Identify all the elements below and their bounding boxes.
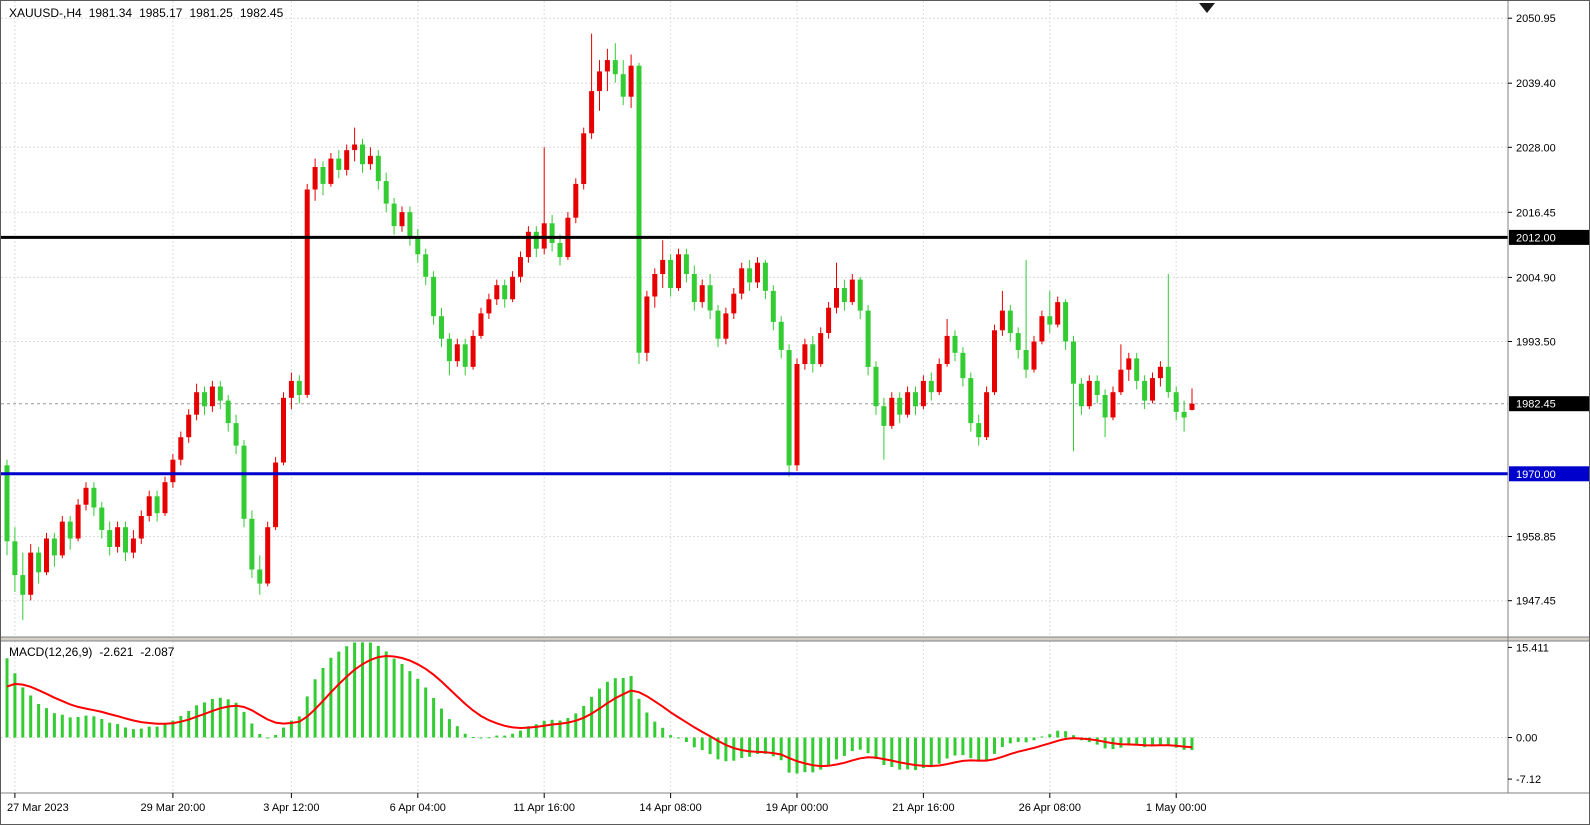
svg-text:2016.45: 2016.45: [1516, 207, 1556, 219]
open-value: 1981.34: [88, 6, 133, 20]
macd-indicator-label: MACD(12,26,9) -2.621 -2.087: [9, 645, 181, 659]
svg-text:1993.50: 1993.50: [1516, 337, 1556, 349]
svg-text:6 Apr 04:00: 6 Apr 04:00: [390, 802, 446, 814]
close-value: 1982.45: [239, 6, 284, 20]
svg-text:-7.12: -7.12: [1516, 774, 1541, 786]
grid-layer: [1, 1, 1508, 793]
svg-text:19 Apr 00:00: 19 Apr 00:00: [766, 802, 828, 814]
svg-text:0.00: 0.00: [1516, 733, 1537, 745]
svg-text:1947.45: 1947.45: [1516, 596, 1556, 608]
high-value: 1985.17: [139, 6, 183, 20]
pane-borders: [1, 1, 1589, 794]
symbol-timeframe-label: XAUUSD-,H4: [9, 6, 82, 20]
price-badges: 2012.00 1970.00 1982.45: [1509, 229, 1589, 482]
svg-text:2039.40: 2039.40: [1516, 78, 1556, 90]
candles-layer: [4, 33, 1195, 621]
svg-text:1970.00: 1970.00: [1516, 469, 1556, 481]
chart-ohlc-header: XAUUSD-,H4 1981.34 1985.17 1981.25 1982.45: [9, 6, 290, 20]
svg-text:21 Apr 16:00: 21 Apr 16:00: [892, 802, 954, 814]
svg-text:26 Apr 08:00: 26 Apr 08:00: [1019, 802, 1081, 814]
price-axis-labels: 2050.95 2039.40 2028.00 2016.45 2004.90 1993.…: [1508, 13, 1556, 608]
chart-shift-marker[interactable]: [1199, 3, 1215, 13]
low-value: 1981.25: [189, 6, 233, 20]
svg-text:29 Mar 20:00: 29 Mar 20:00: [140, 802, 205, 814]
main-chart-pane[interactable]: [1, 1, 1508, 637]
time-axis[interactable]: [1, 793, 1590, 825]
svg-text:2004.90: 2004.90: [1516, 272, 1556, 284]
svg-text:15.411: 15.411: [1516, 642, 1549, 654]
macd-signal-line: [6, 654, 1193, 768]
macd-title: MACD(12,26,9): [9, 645, 93, 659]
svg-text:14 Apr 08:00: 14 Apr 08:00: [639, 802, 701, 814]
svg-text:2028.00: 2028.00: [1516, 142, 1556, 154]
macd-value: -2.621: [99, 645, 134, 659]
macd-histogram: [5, 642, 1194, 774]
svg-text:2012.00: 2012.00: [1516, 232, 1556, 244]
time-axis-labels: 27 Mar 2023 29 Mar 20:00 3 Apr 12:00 6 Apr …: [7, 793, 1206, 814]
macd-axis-labels: 15.411 0.00 -7.12: [1508, 642, 1549, 786]
svg-text:2050.95: 2050.95: [1516, 13, 1556, 25]
svg-text:27 Mar 2023: 27 Mar 2023: [7, 802, 69, 814]
svg-text:1982.45: 1982.45: [1516, 399, 1556, 411]
svg-text:1958.85: 1958.85: [1516, 532, 1556, 544]
svg-text:11 Apr 16:00: 11 Apr 16:00: [513, 802, 575, 814]
svg-text:1 May 00:00: 1 May 00:00: [1146, 802, 1207, 814]
macd-signal-value: -2.087: [140, 645, 175, 659]
svg-text:3 Apr 12:00: 3 Apr 12:00: [263, 802, 319, 814]
macd-pane[interactable]: [1, 641, 1508, 793]
